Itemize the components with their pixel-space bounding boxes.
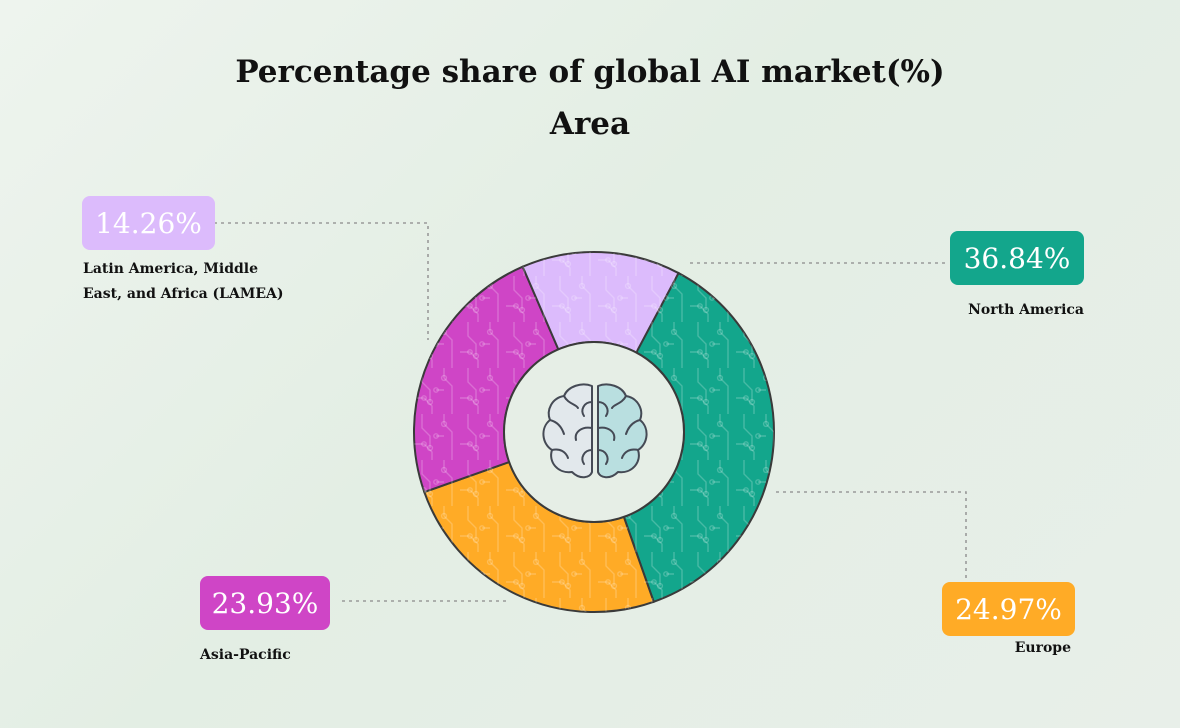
value-badge-north-america: 36.84%: [950, 231, 1084, 285]
category-label-europe: Europe: [1014, 640, 1071, 656]
slice-pattern-latin-america-middle-east-and-africa-lamea: [522, 252, 679, 353]
value-badge-europe: 24.97%: [942, 582, 1075, 636]
leader-line-lamea: [214, 222, 429, 340]
slice-pattern-north-america: [623, 273, 774, 602]
slice-patterns: [414, 252, 774, 612]
chart-title: Percentage share of global AI market(%): [235, 54, 945, 90]
value-badge-asia-pacific: 23.93%: [200, 576, 330, 630]
leader-lines: [214, 222, 967, 602]
category-label-asia-pacific: Asia-Pacific: [200, 647, 291, 663]
category-label-north-america: North America: [968, 302, 1084, 318]
brain-icon: [542, 383, 648, 479]
category-label-lamea-line1: Latin America, Middle: [83, 261, 258, 277]
category-label-lamea-line2: East, and Africa (LAMEA): [83, 286, 284, 302]
leader-line-europe: [776, 491, 967, 580]
slice-pattern-europe: [424, 462, 654, 612]
category-label-lamea: Latin America, Middle East, and Africa (…: [83, 257, 303, 307]
donut-center: [503, 341, 685, 523]
value-badge-lamea: 14.26%: [82, 196, 215, 250]
chart-subtitle: Area: [549, 106, 631, 142]
slice-pattern-asia-pacific: [414, 266, 559, 493]
